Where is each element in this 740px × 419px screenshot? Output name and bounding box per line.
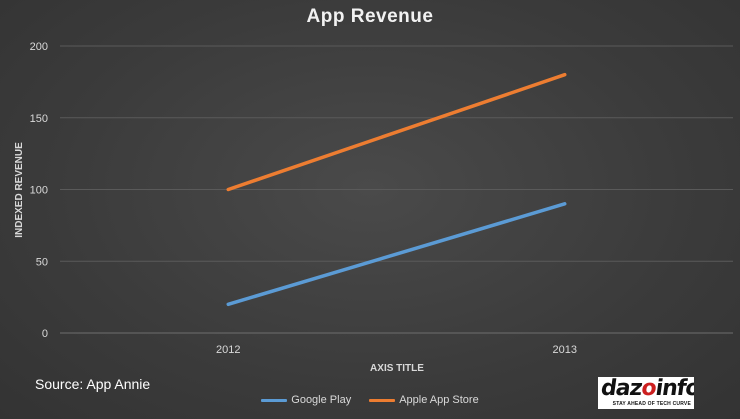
x-axis-label: AXIS TITLE: [370, 363, 424, 374]
logo-tagline: STAY AHEAD OF TECH CURVE: [612, 401, 691, 407]
legend-item-google-play: Google Play: [261, 394, 351, 406]
series-line-apple-app-store: [226, 72, 567, 192]
legend-label-google-play: Google Play: [291, 394, 352, 406]
source-note: Source: App Annie: [35, 376, 151, 392]
x-tick-label: 2012: [216, 344, 240, 356]
y-axis-ticks: 0 50 100 150 200: [30, 41, 48, 340]
x-axis-ticks: 2012 2013: [216, 344, 577, 356]
y-tick-label: 100: [30, 185, 48, 197]
legend: Google Play Apple App Store: [0, 394, 740, 406]
legend-item-apple-app-store: Apple App Store: [369, 394, 479, 406]
y-tick-label: 50: [36, 256, 48, 268]
dazeinfo-logo: dazoinfo STAY AHEAD OF TECH CURVE: [598, 377, 694, 409]
y-tick-label: 150: [30, 113, 48, 125]
series-line-google-play: [226, 202, 567, 307]
series-lines: [226, 72, 567, 307]
legend-swatch-apple-app-store: [369, 398, 396, 402]
logo-wordmark: dazoinfo: [599, 377, 694, 401]
x-tick-label: 2013: [553, 344, 577, 356]
y-tick-label: 200: [30, 41, 48, 53]
chart-title: App Revenue: [306, 6, 434, 27]
y-axis-label: INDEXED REVENUE: [14, 142, 25, 238]
y-tick-label: 0: [42, 328, 48, 340]
legend-label-apple-app-store: Apple App Store: [399, 394, 479, 406]
gridlines: [60, 45, 733, 334]
legend-swatch-google-play: [261, 398, 288, 402]
